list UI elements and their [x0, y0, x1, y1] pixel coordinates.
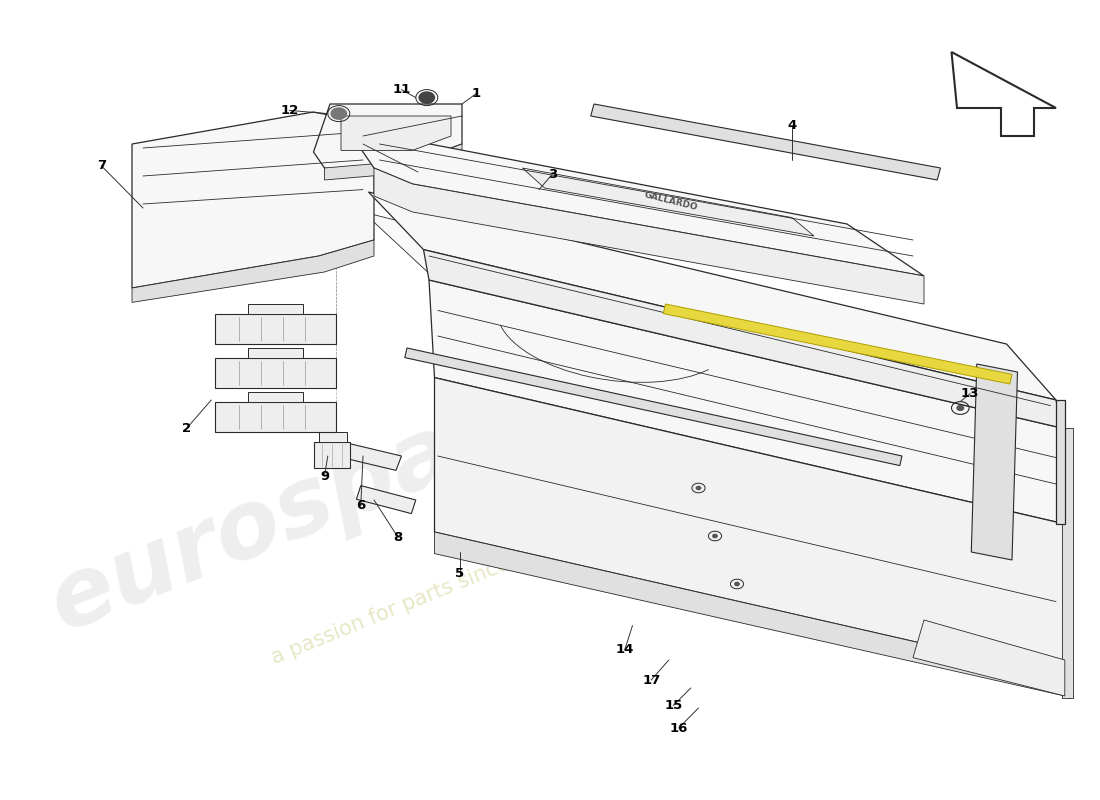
Polygon shape [971, 364, 1018, 560]
Text: 12: 12 [280, 104, 298, 117]
Polygon shape [132, 112, 374, 288]
Text: 1: 1 [472, 87, 481, 100]
Text: eurospares: eurospares [36, 342, 624, 650]
Polygon shape [1062, 428, 1072, 698]
Text: 16: 16 [670, 722, 688, 734]
Polygon shape [346, 128, 924, 276]
Circle shape [696, 486, 701, 490]
Polygon shape [522, 168, 814, 236]
Polygon shape [319, 432, 346, 442]
Text: 4: 4 [788, 119, 796, 132]
Text: 6: 6 [356, 499, 365, 512]
Polygon shape [434, 532, 1065, 696]
Text: 9: 9 [320, 470, 329, 482]
Text: 2: 2 [183, 422, 191, 434]
Polygon shape [214, 314, 336, 344]
Text: 14: 14 [616, 643, 634, 656]
Polygon shape [591, 104, 940, 180]
Polygon shape [314, 104, 462, 176]
Text: 13: 13 [961, 387, 979, 400]
Polygon shape [913, 620, 1065, 696]
Polygon shape [214, 402, 336, 432]
Polygon shape [214, 358, 336, 388]
Text: 8: 8 [394, 531, 403, 544]
Circle shape [735, 582, 739, 586]
Polygon shape [336, 442, 402, 470]
Polygon shape [429, 280, 1065, 524]
Polygon shape [324, 144, 462, 180]
Polygon shape [368, 192, 1056, 400]
Text: GALLARDO: GALLARDO [644, 190, 698, 213]
Text: 7: 7 [97, 159, 106, 172]
Circle shape [331, 108, 346, 119]
Polygon shape [248, 392, 302, 402]
Circle shape [419, 92, 435, 103]
Polygon shape [314, 442, 350, 468]
Polygon shape [356, 486, 416, 514]
Polygon shape [434, 378, 1065, 676]
Text: 5: 5 [455, 567, 464, 580]
Polygon shape [1056, 400, 1065, 524]
Circle shape [957, 406, 964, 410]
Text: 11: 11 [393, 83, 410, 96]
Text: 17: 17 [642, 674, 660, 686]
Polygon shape [132, 240, 374, 302]
Text: 15: 15 [664, 699, 682, 712]
Text: a passion for parts since 1985: a passion for parts since 1985 [268, 532, 568, 668]
Polygon shape [374, 168, 924, 304]
Text: 3: 3 [548, 168, 557, 181]
Circle shape [713, 534, 717, 538]
Polygon shape [363, 212, 990, 416]
Polygon shape [341, 116, 451, 150]
Polygon shape [248, 348, 302, 358]
Polygon shape [248, 304, 302, 314]
Polygon shape [424, 250, 1062, 428]
Polygon shape [405, 348, 902, 466]
Polygon shape [663, 304, 1012, 384]
